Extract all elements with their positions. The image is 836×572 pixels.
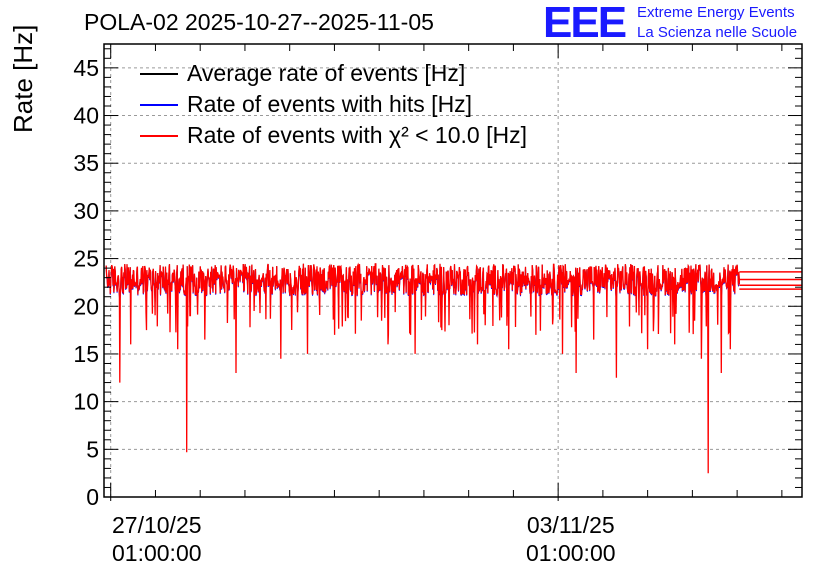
plot-frame: [103, 43, 803, 498]
y-tick-label: 10: [73, 389, 99, 415]
y-tick-label: 15: [73, 341, 99, 367]
y-tick-label: 5: [86, 436, 99, 462]
y-tick-label: 20: [73, 293, 99, 319]
legend-label-average: Average rate of events [Hz]: [187, 60, 466, 86]
y-tick-label: 35: [73, 150, 99, 176]
legend-item-chi2: Rate of events with χ² < 10.0 [Hz]: [140, 120, 527, 151]
legend-item-hits: Rate of events with hits [Hz]: [140, 89, 527, 120]
x-tick-label-0: 27/10/25 01:00:00: [112, 512, 202, 566]
legend-line-black-icon: [140, 72, 178, 75]
y-tick-label: 30: [73, 198, 99, 224]
legend-label-hits: Rate of events with hits [Hz]: [187, 91, 473, 117]
y-tick-label: 40: [73, 103, 99, 129]
chart-title: POLA-02 2025-10-27--2025-11-05: [84, 9, 434, 35]
legend-line-red-icon: [140, 134, 178, 137]
y-tick-label: 25: [73, 246, 99, 272]
y-tick-label: 0: [86, 484, 99, 510]
legend-line-blue-icon: [140, 103, 178, 106]
y-tick-label: 45: [73, 55, 99, 81]
x-tick-label-1: 03/11/25 01:00:00: [526, 512, 616, 566]
brand-line-1: Extreme Energy Events: [637, 4, 795, 21]
series-chi2-line: [105, 262, 741, 474]
legend: Average rate of events [Hz] Rate of even…: [140, 58, 527, 151]
legend-label-chi2: Rate of events with χ² < 10.0 [Hz]: [187, 122, 527, 148]
brand-line-2: La Scienza nelle Scuole: [637, 24, 798, 41]
legend-item-average: Average rate of events [Hz]: [140, 58, 527, 89]
eee-logo: EEE: [543, 0, 627, 47]
